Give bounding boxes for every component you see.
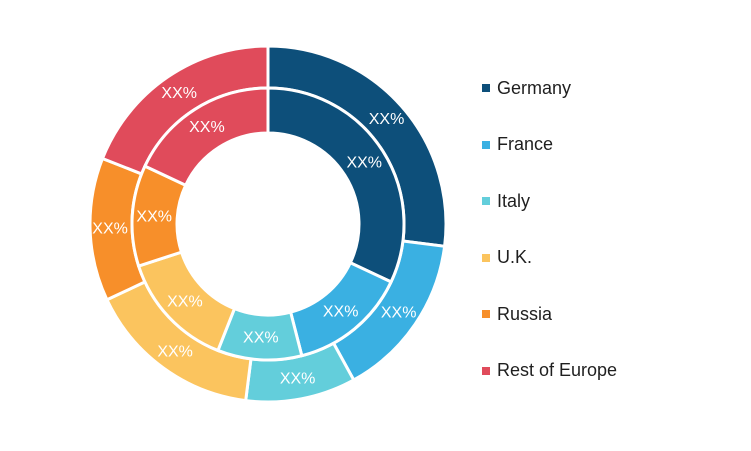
outer-label-rest-of-europe: XX% xyxy=(161,85,197,102)
legend-label-russia: Russia xyxy=(497,303,553,324)
outer-label-russia: XX% xyxy=(92,220,128,237)
outer-label-uk: XX% xyxy=(157,343,193,360)
outer-label-france: XX% xyxy=(381,304,417,321)
legend-label-france: France xyxy=(497,134,554,155)
legend-swatch-france xyxy=(482,140,490,149)
legend-item-uk: U.K. xyxy=(482,244,617,272)
legend-label-uk: U.K. xyxy=(497,247,533,268)
inner-label-germany: XX% xyxy=(346,154,382,171)
legend-swatch-russia xyxy=(482,310,490,319)
outer-label-italy: XX% xyxy=(280,371,316,388)
legend-swatch-rest-of-europe xyxy=(482,366,490,375)
inner-label-rest-of-europe: XX% xyxy=(189,119,225,136)
legend-label-germany: Germany xyxy=(497,77,572,98)
legend-item-france: France xyxy=(482,131,617,159)
legend-label-italy: Italy xyxy=(497,190,531,211)
inner-slice-rest-of-europe xyxy=(142,86,270,188)
legend-item-germany: Germany xyxy=(482,74,617,102)
inner-label-uk: XX% xyxy=(167,294,203,311)
inner-label-france: XX% xyxy=(323,303,359,320)
outer-label-germany: XX% xyxy=(369,111,405,128)
legend-item-italy: Italy xyxy=(482,187,617,215)
legend-label-rest-of-europe: Rest of Europe xyxy=(497,360,618,381)
legend: Germany France Italy U.K. Russia Rest of… xyxy=(482,74,617,414)
legend-swatch-germany xyxy=(482,84,490,92)
inner-label-russia: XX% xyxy=(136,208,172,225)
legend-item-russia: Russia xyxy=(482,300,617,328)
legend-swatch-uk xyxy=(482,253,490,262)
inner-label-italy: XX% xyxy=(243,329,279,346)
legend-item-rest-of-europe: Rest of Europe xyxy=(482,357,617,385)
inner-slice-germany xyxy=(266,86,406,284)
legend-swatch-italy xyxy=(482,197,490,206)
